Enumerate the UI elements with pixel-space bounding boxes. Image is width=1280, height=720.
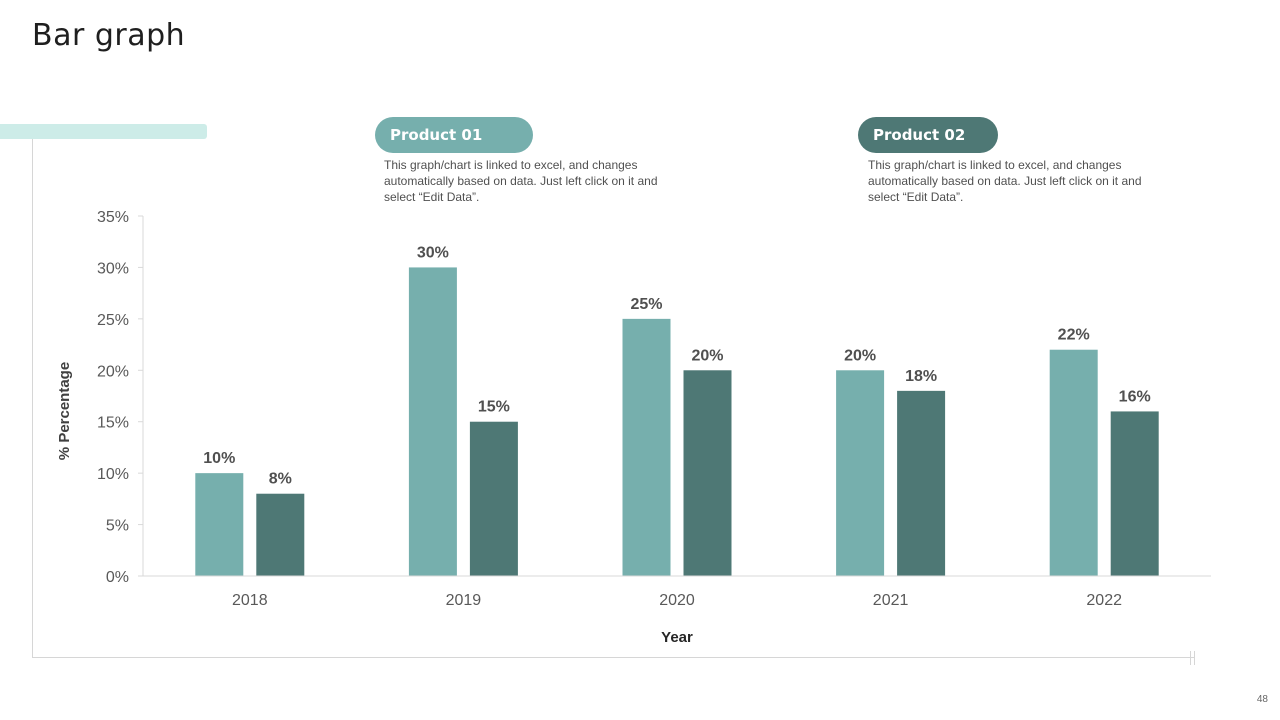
bar-product-02-2022 — [1110, 411, 1159, 576]
y-tick-label: 0% — [106, 569, 129, 586]
frame-end-tick — [1194, 651, 1195, 665]
data-label: 20% — [844, 347, 876, 364]
y-tick-label: 15% — [97, 415, 129, 432]
bar-product-01-2021 — [836, 370, 885, 576]
bar-product-02-2018 — [256, 493, 305, 576]
x-tick-label: 2021 — [873, 592, 909, 609]
legend-product-01-description: This graph/chart is linked to excel, and… — [384, 158, 658, 204]
data-label: 8% — [269, 471, 292, 488]
x-axis-label: Year — [661, 629, 693, 646]
bar-product-01-2019 — [408, 267, 457, 576]
frame-left-line — [32, 139, 33, 657]
slide-title: Bar graph — [32, 18, 186, 53]
page-number: 48 — [1256, 694, 1268, 705]
bar-product-01-2018 — [195, 473, 244, 576]
x-axis-ticks: 2018 2019 2020 2021 2022 — [232, 592, 1122, 609]
frame-bottom-line — [32, 657, 1194, 658]
data-label: 10% — [203, 450, 235, 467]
bar-product-02-2020 — [683, 370, 732, 576]
x-tick-label: 2018 — [232, 592, 268, 609]
bar-product-02-2021 — [897, 390, 946, 576]
bars: 10% 8% 30% 15% 25% 20% 20% 18% 22% 16% — [195, 244, 1159, 576]
y-tick-label: 10% — [97, 466, 129, 483]
frame-end-tick — [1190, 651, 1191, 665]
legend-product-02-description: This graph/chart is linked to excel, and… — [868, 158, 1142, 204]
data-label: 25% — [630, 296, 662, 313]
data-label: 20% — [691, 347, 723, 364]
x-tick-label: 2020 — [659, 592, 695, 609]
y-tick-label: 35% — [97, 209, 129, 226]
accent-bar — [0, 124, 207, 139]
x-tick-label: 2019 — [446, 592, 482, 609]
y-tick-label: 20% — [97, 363, 129, 380]
y-tick-label: 30% — [97, 260, 129, 277]
data-label: 30% — [417, 244, 449, 261]
data-label: 18% — [905, 368, 937, 385]
y-axis-label: % Percentage — [56, 362, 73, 460]
data-label: 22% — [1058, 327, 1090, 344]
legend-product-02: Product 02 — [858, 117, 998, 153]
x-tick-label: 2022 — [1086, 592, 1122, 609]
bar-product-01-2020 — [622, 318, 671, 576]
legend-product-01: Product 01 — [375, 117, 533, 153]
data-label: 16% — [1119, 388, 1151, 405]
bar-product-01-2022 — [1049, 349, 1098, 576]
y-tick-label: 5% — [106, 518, 129, 535]
y-tick-label: 25% — [97, 312, 129, 329]
bar-product-02-2019 — [469, 421, 518, 576]
y-axis-ticks: 0% 5% 10% 15% 20% 25% 30% 35% — [97, 209, 143, 586]
data-label: 15% — [478, 399, 510, 416]
